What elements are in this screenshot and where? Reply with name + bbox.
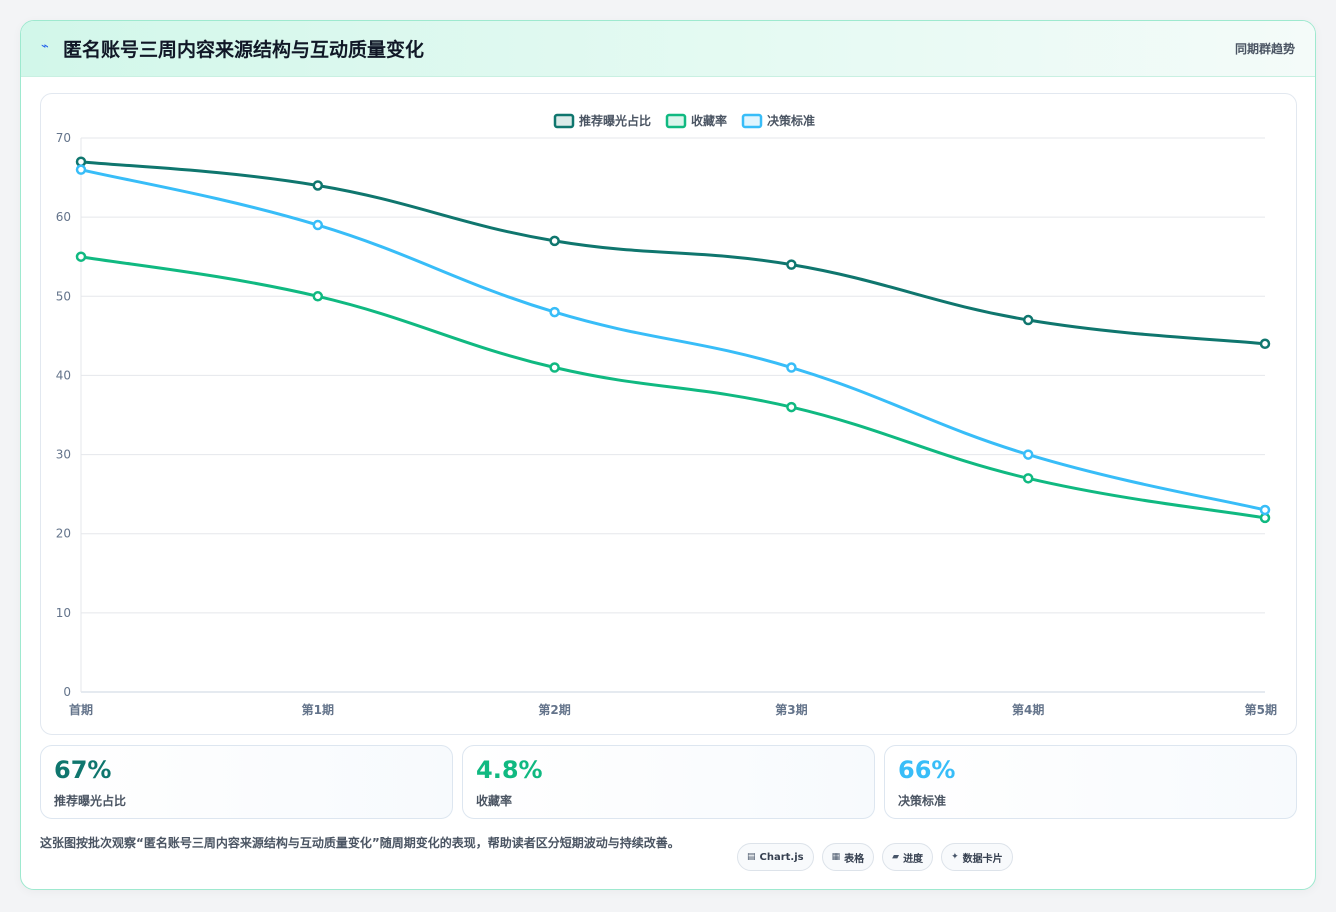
line-chart: 0 10 20 30 40 50 60 70 首期 第1期 第2期 第3期 第4期 第5期 推荐曝光占比 收藏… — [56, 113, 1277, 717]
chip-table[interactable]: ▦ 表格 — [821, 843, 875, 871]
stat-card-exposure: 67% 推荐曝光占比 — [40, 745, 453, 819]
x-tick-label: 第5期 — [1245, 702, 1277, 717]
chart-description: 这张图按批次观察“匿名账号三周内容来源结构与互动质量变化”随周期变化的表现，帮助… — [40, 836, 680, 850]
chart-icon: ▤ — [747, 852, 756, 862]
y-tick-label: 30 — [56, 448, 71, 462]
stat-value: 67% — [54, 756, 112, 784]
data-point — [75, 164, 87, 175]
series-line — [80, 255, 1266, 520]
stat-value: 4.8% — [476, 756, 543, 784]
y-tick-label: 40 — [56, 368, 71, 382]
data-point — [786, 401, 797, 413]
x-tick-label: 第3期 — [775, 702, 807, 717]
chip-progress[interactable]: ▰ 进度 — [882, 843, 934, 871]
data-point — [549, 362, 560, 373]
chip-chartjs[interactable]: ▤ Chart.js — [737, 843, 814, 871]
legend-swatch — [741, 113, 763, 129]
stat-card-favorite: 4.8% 收藏率 — [462, 745, 875, 819]
progress-icon: ▰ — [892, 852, 900, 862]
page-title: 匿名账号三周内容来源结构与互动质量变化 — [63, 39, 425, 61]
legend-swatch — [665, 113, 687, 129]
y-tick-label: 10 — [56, 606, 71, 620]
y-tick-label: 70 — [56, 131, 71, 145]
lightning-icon: ⌁ — [41, 39, 49, 54]
table-icon: ▦ — [831, 852, 841, 862]
sparkle-icon: ✦ — [951, 852, 959, 862]
y-tick-label: 50 — [56, 289, 71, 303]
data-point — [1022, 449, 1034, 460]
chart-card: ⌁ 匿名账号三周内容来源结构与互动质量变化 同期群趋势 0 10 20 30 40 50 6… — [20, 20, 1316, 890]
legend-label: 推荐曝光占比 — [579, 113, 651, 128]
chip-label: 数据卡片 — [962, 853, 1003, 865]
y-tick-label: 60 — [56, 210, 71, 224]
data-point — [1022, 473, 1034, 484]
chip-label: Chart.js — [759, 851, 804, 863]
series-line — [80, 160, 1266, 346]
data-point — [1259, 338, 1271, 350]
stat-label: 推荐曝光占比 — [54, 794, 127, 808]
stat-value: 66% — [898, 756, 956, 784]
data-point — [312, 180, 324, 191]
data-point — [786, 362, 797, 373]
card-header: ⌁ 匿名账号三周内容来源结构与互动质量变化 同期群趋势 — [21, 21, 1315, 77]
legend-swatch — [553, 113, 575, 129]
x-tick-label: 第1期 — [302, 702, 334, 717]
series-line — [80, 168, 1266, 512]
y-tick-label: 0 — [63, 685, 71, 699]
data-point — [786, 259, 797, 270]
tag-chips: ▤ Chart.js ▦ 表格 ▰ 进度 ✦ 数据卡片 — [737, 843, 1013, 871]
data-point — [312, 291, 324, 302]
data-point — [1259, 504, 1271, 516]
stat-label: 决策标准 — [898, 794, 947, 808]
cohort-trend-link[interactable]: 同期群趋势 — [1234, 42, 1295, 56]
data-point — [1022, 314, 1034, 326]
chip-label: 表格 — [844, 853, 865, 865]
chip-label: 进度 — [903, 853, 924, 865]
stat-label: 收藏率 — [476, 794, 513, 808]
data-point — [549, 306, 560, 318]
x-tick-label: 第2期 — [538, 702, 570, 717]
legend-label: 收藏率 — [691, 113, 727, 128]
legend-label: 决策标准 — [767, 113, 815, 128]
x-tick-label: 第4期 — [1012, 702, 1044, 717]
chip-data-card[interactable]: ✦ 数据卡片 — [941, 843, 1013, 871]
x-tick-label: 首期 — [69, 702, 93, 717]
y-tick-label: 20 — [56, 527, 71, 541]
stat-card-decision: 66% 决策标准 — [884, 745, 1297, 819]
data-point — [75, 251, 87, 262]
data-point — [312, 219, 324, 231]
chart-container: 0 10 20 30 40 50 60 70 首期 第1期 第2期 第3期 第4期 第5期 推荐曝光占比 收藏… — [40, 93, 1297, 735]
data-point — [549, 235, 560, 247]
